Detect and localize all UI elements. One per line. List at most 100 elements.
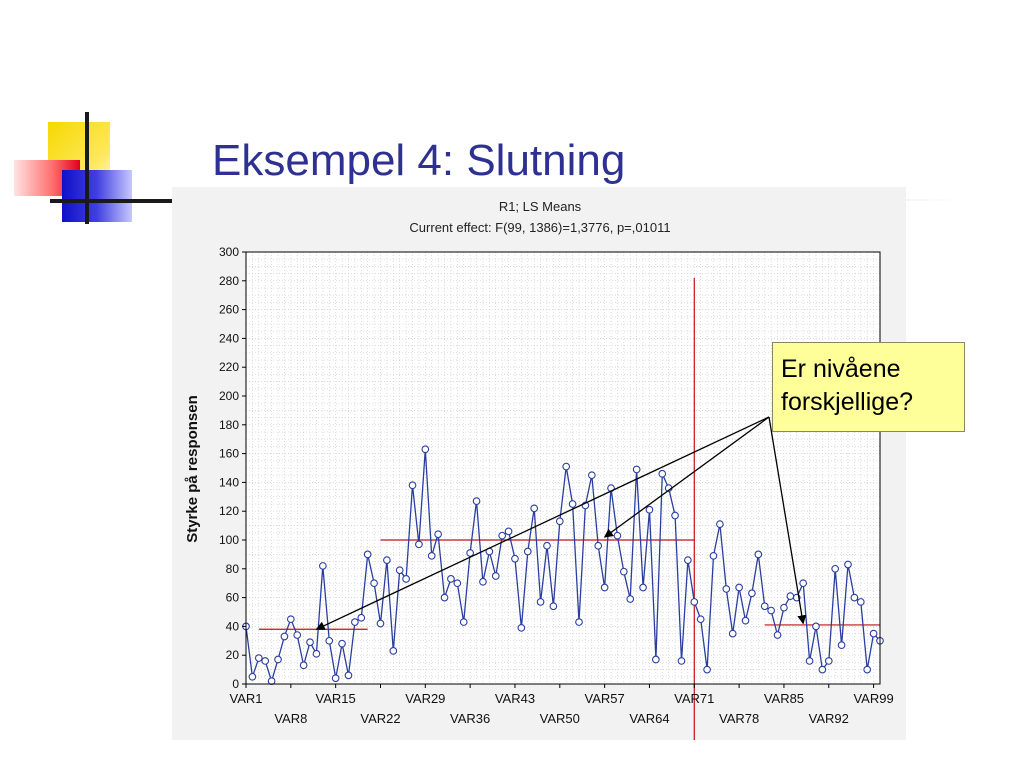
data-point bbox=[587, 471, 596, 480]
data-point bbox=[306, 638, 314, 647]
y-tick-label: 120 bbox=[219, 504, 239, 518]
data-point bbox=[466, 549, 474, 557]
y-tick-label: 220 bbox=[219, 360, 239, 374]
data-point bbox=[286, 615, 295, 624]
y-tick-label: 240 bbox=[219, 331, 239, 345]
x-tick-label: VAR8 bbox=[274, 711, 307, 726]
data-point bbox=[383, 556, 391, 565]
data-point bbox=[716, 520, 724, 529]
data-point bbox=[760, 602, 769, 611]
data-point bbox=[837, 641, 846, 649]
data-point bbox=[453, 579, 462, 588]
slide-title: Eksempel 4: Slutning bbox=[212, 136, 626, 185]
annotation-callout: Er nivåene forskjellige? bbox=[772, 342, 965, 432]
data-point bbox=[536, 598, 545, 606]
data-point bbox=[351, 618, 359, 626]
data-point bbox=[338, 639, 346, 648]
y-axis-label: Styrke på responsen bbox=[184, 395, 201, 543]
x-tick-label: VAR85 bbox=[764, 691, 804, 706]
ls-means-chart: 0 20 40 60 80 100 120 140 160 180 200 220 240 260 280 3… bbox=[184, 199, 894, 740]
data-point bbox=[632, 465, 641, 474]
data-point bbox=[312, 649, 321, 658]
y-tick-label: 160 bbox=[219, 447, 239, 461]
data-point bbox=[575, 618, 583, 626]
callout-line-2: forskjellige? bbox=[781, 388, 914, 416]
data-point bbox=[434, 530, 442, 539]
series-line bbox=[245, 449, 881, 684]
data-point bbox=[402, 575, 410, 583]
data-point bbox=[748, 589, 756, 598]
data-point bbox=[728, 629, 737, 638]
data-point bbox=[594, 541, 603, 550]
chart-title: R1; LS Means bbox=[499, 199, 582, 214]
data-point bbox=[459, 618, 468, 626]
x-tick-label: VAR1 bbox=[230, 691, 263, 706]
x-tick-label: VAR78 bbox=[719, 711, 759, 726]
data-point bbox=[735, 583, 743, 592]
logo-blue-square bbox=[62, 170, 132, 222]
data-point bbox=[844, 560, 852, 569]
data-point bbox=[613, 531, 622, 540]
data-point bbox=[370, 579, 378, 588]
chart-panel: 0 20 40 60 80 100 120 140 160 180 200 220 240 260 280 3… bbox=[172, 187, 906, 740]
data-point bbox=[376, 619, 385, 628]
x-tick-label: VAR15 bbox=[316, 691, 356, 706]
y-tick-label: 140 bbox=[219, 475, 239, 489]
data-point bbox=[523, 547, 532, 556]
data-point bbox=[408, 481, 417, 490]
data-point bbox=[421, 445, 430, 454]
data-point bbox=[479, 577, 487, 586]
y-tick-label: 100 bbox=[219, 533, 239, 547]
data-point bbox=[504, 527, 513, 536]
slide-logo-decoration bbox=[0, 0, 200, 240]
data-point bbox=[824, 657, 833, 665]
data-point bbox=[491, 572, 500, 580]
data-point bbox=[472, 497, 481, 505]
data-point bbox=[780, 603, 788, 612]
data-point bbox=[831, 564, 840, 573]
data-point bbox=[696, 615, 705, 624]
data-point bbox=[645, 505, 654, 514]
data-point bbox=[415, 540, 423, 549]
annotation-arrow bbox=[768, 416, 807, 625]
y-tick-label: 20 bbox=[226, 648, 240, 662]
data-point bbox=[447, 575, 455, 583]
data-point bbox=[331, 674, 340, 683]
data-point bbox=[562, 462, 571, 471]
x-tick-label: VAR22 bbox=[360, 711, 400, 726]
y-tick-label: 280 bbox=[219, 274, 239, 288]
x-tick-label: VAR50 bbox=[540, 711, 580, 726]
y-tick-label: 300 bbox=[219, 245, 239, 259]
data-point bbox=[639, 583, 647, 592]
plot-frame bbox=[245, 251, 881, 685]
y-tick-label: 200 bbox=[219, 389, 239, 403]
axes-layer: 0 20 40 60 80 100 120 140 160 180 200 220 240 260 280 3… bbox=[219, 245, 894, 726]
data-point bbox=[440, 593, 449, 602]
data-point bbox=[856, 598, 865, 606]
data-point bbox=[395, 566, 404, 575]
reference-lines-layer bbox=[258, 277, 880, 740]
data-point bbox=[248, 672, 257, 681]
annotation-arrows bbox=[315, 416, 807, 630]
logo-horizontal-line bbox=[50, 199, 172, 203]
x-tick-label: VAR64 bbox=[629, 711, 669, 726]
y-tick-label: 0 bbox=[232, 677, 239, 691]
data-point bbox=[498, 531, 507, 540]
data-point bbox=[677, 657, 686, 665]
x-tick-label: VAR57 bbox=[585, 691, 625, 706]
data-point bbox=[299, 661, 308, 670]
data-point bbox=[754, 550, 763, 559]
data-point bbox=[543, 541, 551, 550]
data-point bbox=[626, 595, 635, 603]
x-tick-label: VAR99 bbox=[853, 691, 893, 706]
data-point bbox=[671, 511, 679, 520]
data-point bbox=[850, 593, 859, 602]
x-tick-label: VAR43 bbox=[495, 691, 535, 706]
data-point bbox=[280, 632, 289, 641]
data-point bbox=[511, 554, 519, 563]
data-point bbox=[549, 602, 558, 611]
data-point bbox=[658, 469, 667, 478]
annotation-arrow bbox=[315, 416, 770, 630]
data-point bbox=[363, 550, 372, 559]
data-point bbox=[709, 551, 718, 560]
